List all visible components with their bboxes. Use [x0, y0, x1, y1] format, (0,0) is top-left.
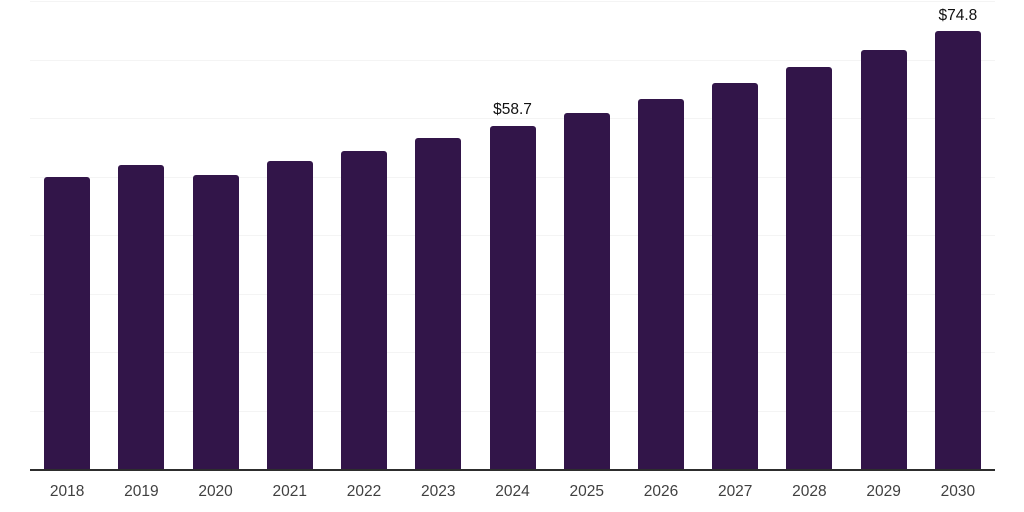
data-label-2024: $58.7: [493, 101, 532, 119]
x-tick-2020: 2020: [198, 483, 233, 500]
x-axis-line: [30, 469, 995, 471]
bar-2024[interactable]: [489, 125, 536, 469]
bar-2030[interactable]: [934, 31, 981, 469]
x-tick-2022: 2022: [346, 483, 382, 500]
x-tick-2029: 2029: [866, 483, 901, 500]
gridline: [30, 59, 995, 61]
plot-area: $58.7 $74.8: [30, 1, 995, 469]
gridline: [30, 1, 995, 2]
bar-2018[interactable]: [44, 176, 91, 469]
bar-2019[interactable]: [118, 164, 165, 469]
x-tick-2018: 2018: [49, 483, 85, 500]
x-tick-2026: 2026: [643, 483, 679, 500]
x-tick-2028: 2028: [792, 483, 827, 500]
x-axis-labels: 2018 2019 2020 2021 2022 2023 2024 2025 2026 2027…: [30, 483, 995, 507]
bar-2027[interactable]: [712, 82, 759, 469]
x-tick-2023: 2023: [421, 483, 456, 500]
bar-2022[interactable]: [341, 150, 388, 469]
bar-2028[interactable]: [786, 67, 833, 469]
x-tick-2030: 2030: [940, 483, 976, 500]
bar-2023[interactable]: [415, 138, 462, 469]
bar-2026[interactable]: [637, 98, 684, 469]
data-label-2030: $74.8: [938, 6, 978, 24]
x-tick-2025: 2025: [569, 483, 604, 500]
bar-2025[interactable]: [563, 113, 610, 469]
bar-2029[interactable]: [860, 49, 907, 469]
gridline: [30, 118, 995, 119]
x-tick-2024: 2024: [495, 483, 530, 500]
bar-2020[interactable]: [192, 174, 239, 469]
x-tick-2021: 2021: [272, 483, 308, 500]
x-tick-2019: 2019: [124, 483, 159, 500]
bar-2021[interactable]: [266, 160, 313, 469]
x-tick-2027: 2027: [717, 483, 753, 500]
